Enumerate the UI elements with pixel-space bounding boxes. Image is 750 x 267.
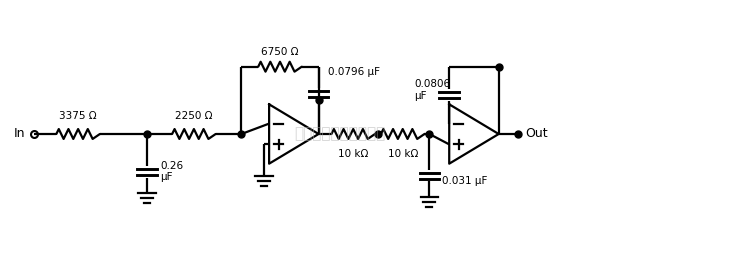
Text: In: In bbox=[14, 128, 26, 140]
Text: 2250 Ω: 2250 Ω bbox=[176, 111, 213, 121]
Text: 0.26
μF: 0.26 μF bbox=[160, 161, 184, 182]
Text: 3375 Ω: 3375 Ω bbox=[59, 111, 97, 121]
Text: Out: Out bbox=[526, 128, 548, 140]
Text: 0.0796 μF: 0.0796 μF bbox=[328, 66, 380, 77]
Text: 0.0806
μF: 0.0806 μF bbox=[415, 79, 451, 101]
Text: 杭州将泰科技有限公司: 杭州将泰科技有限公司 bbox=[295, 127, 386, 142]
Text: 10 kΩ: 10 kΩ bbox=[338, 149, 368, 159]
Text: 0.031 μF: 0.031 μF bbox=[442, 175, 488, 186]
Text: 10 kΩ: 10 kΩ bbox=[388, 149, 418, 159]
Text: 6750 Ω: 6750 Ω bbox=[261, 47, 299, 57]
